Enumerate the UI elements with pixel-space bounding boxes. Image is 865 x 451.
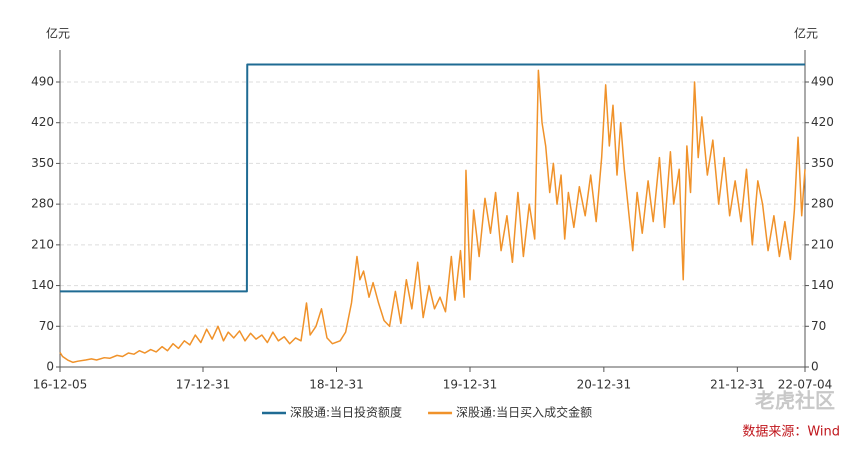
legend-label: 深股通:当日投资额度 (290, 405, 402, 420)
watermark: 老虎社区 (755, 389, 835, 413)
y2-tick-label: 140 (811, 278, 834, 292)
x-tick-label: 16-12-05 (33, 378, 87, 392)
x-tick-label: 21-12-31 (710, 378, 764, 392)
y2-tick-label: 70 (811, 319, 826, 333)
x-tick-label: 19-12-31 (443, 378, 497, 392)
x-tick-label: 22-07-04 (778, 378, 832, 392)
source: 数据来源：Wind (742, 425, 840, 440)
y-tick-label: 70 (39, 319, 54, 333)
y-tick-label: 420 (31, 115, 54, 129)
y-tick-label: 350 (31, 156, 54, 170)
x-tick-label: 18-12-31 (309, 378, 363, 392)
y-axis-unit: 亿元 (46, 26, 70, 41)
x-tick-label: 20-12-31 (577, 378, 631, 392)
y-tick-label: 0 (46, 360, 54, 374)
y-tick-label: 140 (31, 278, 54, 292)
y2-tick-label: 420 (811, 115, 834, 129)
y-tick-label: 210 (31, 237, 54, 251)
y2-tick-label: 210 (811, 237, 834, 251)
series-line (60, 63, 805, 293)
y2-tick-label: 350 (811, 156, 834, 170)
x-tick-label: 17-12-31 (176, 378, 230, 392)
y-tick-label: 280 (31, 197, 54, 211)
y2-tick-label: 0 (811, 360, 819, 374)
y2-tick-label: 490 (811, 74, 834, 88)
y2-axis-unit: 亿元 (794, 26, 818, 41)
legend-label: 深股通:当日买入成交金额 (456, 405, 592, 420)
series-line (59, 69, 806, 364)
y-tick-label: 490 (31, 74, 54, 88)
y2-tick-label: 280 (811, 197, 834, 211)
